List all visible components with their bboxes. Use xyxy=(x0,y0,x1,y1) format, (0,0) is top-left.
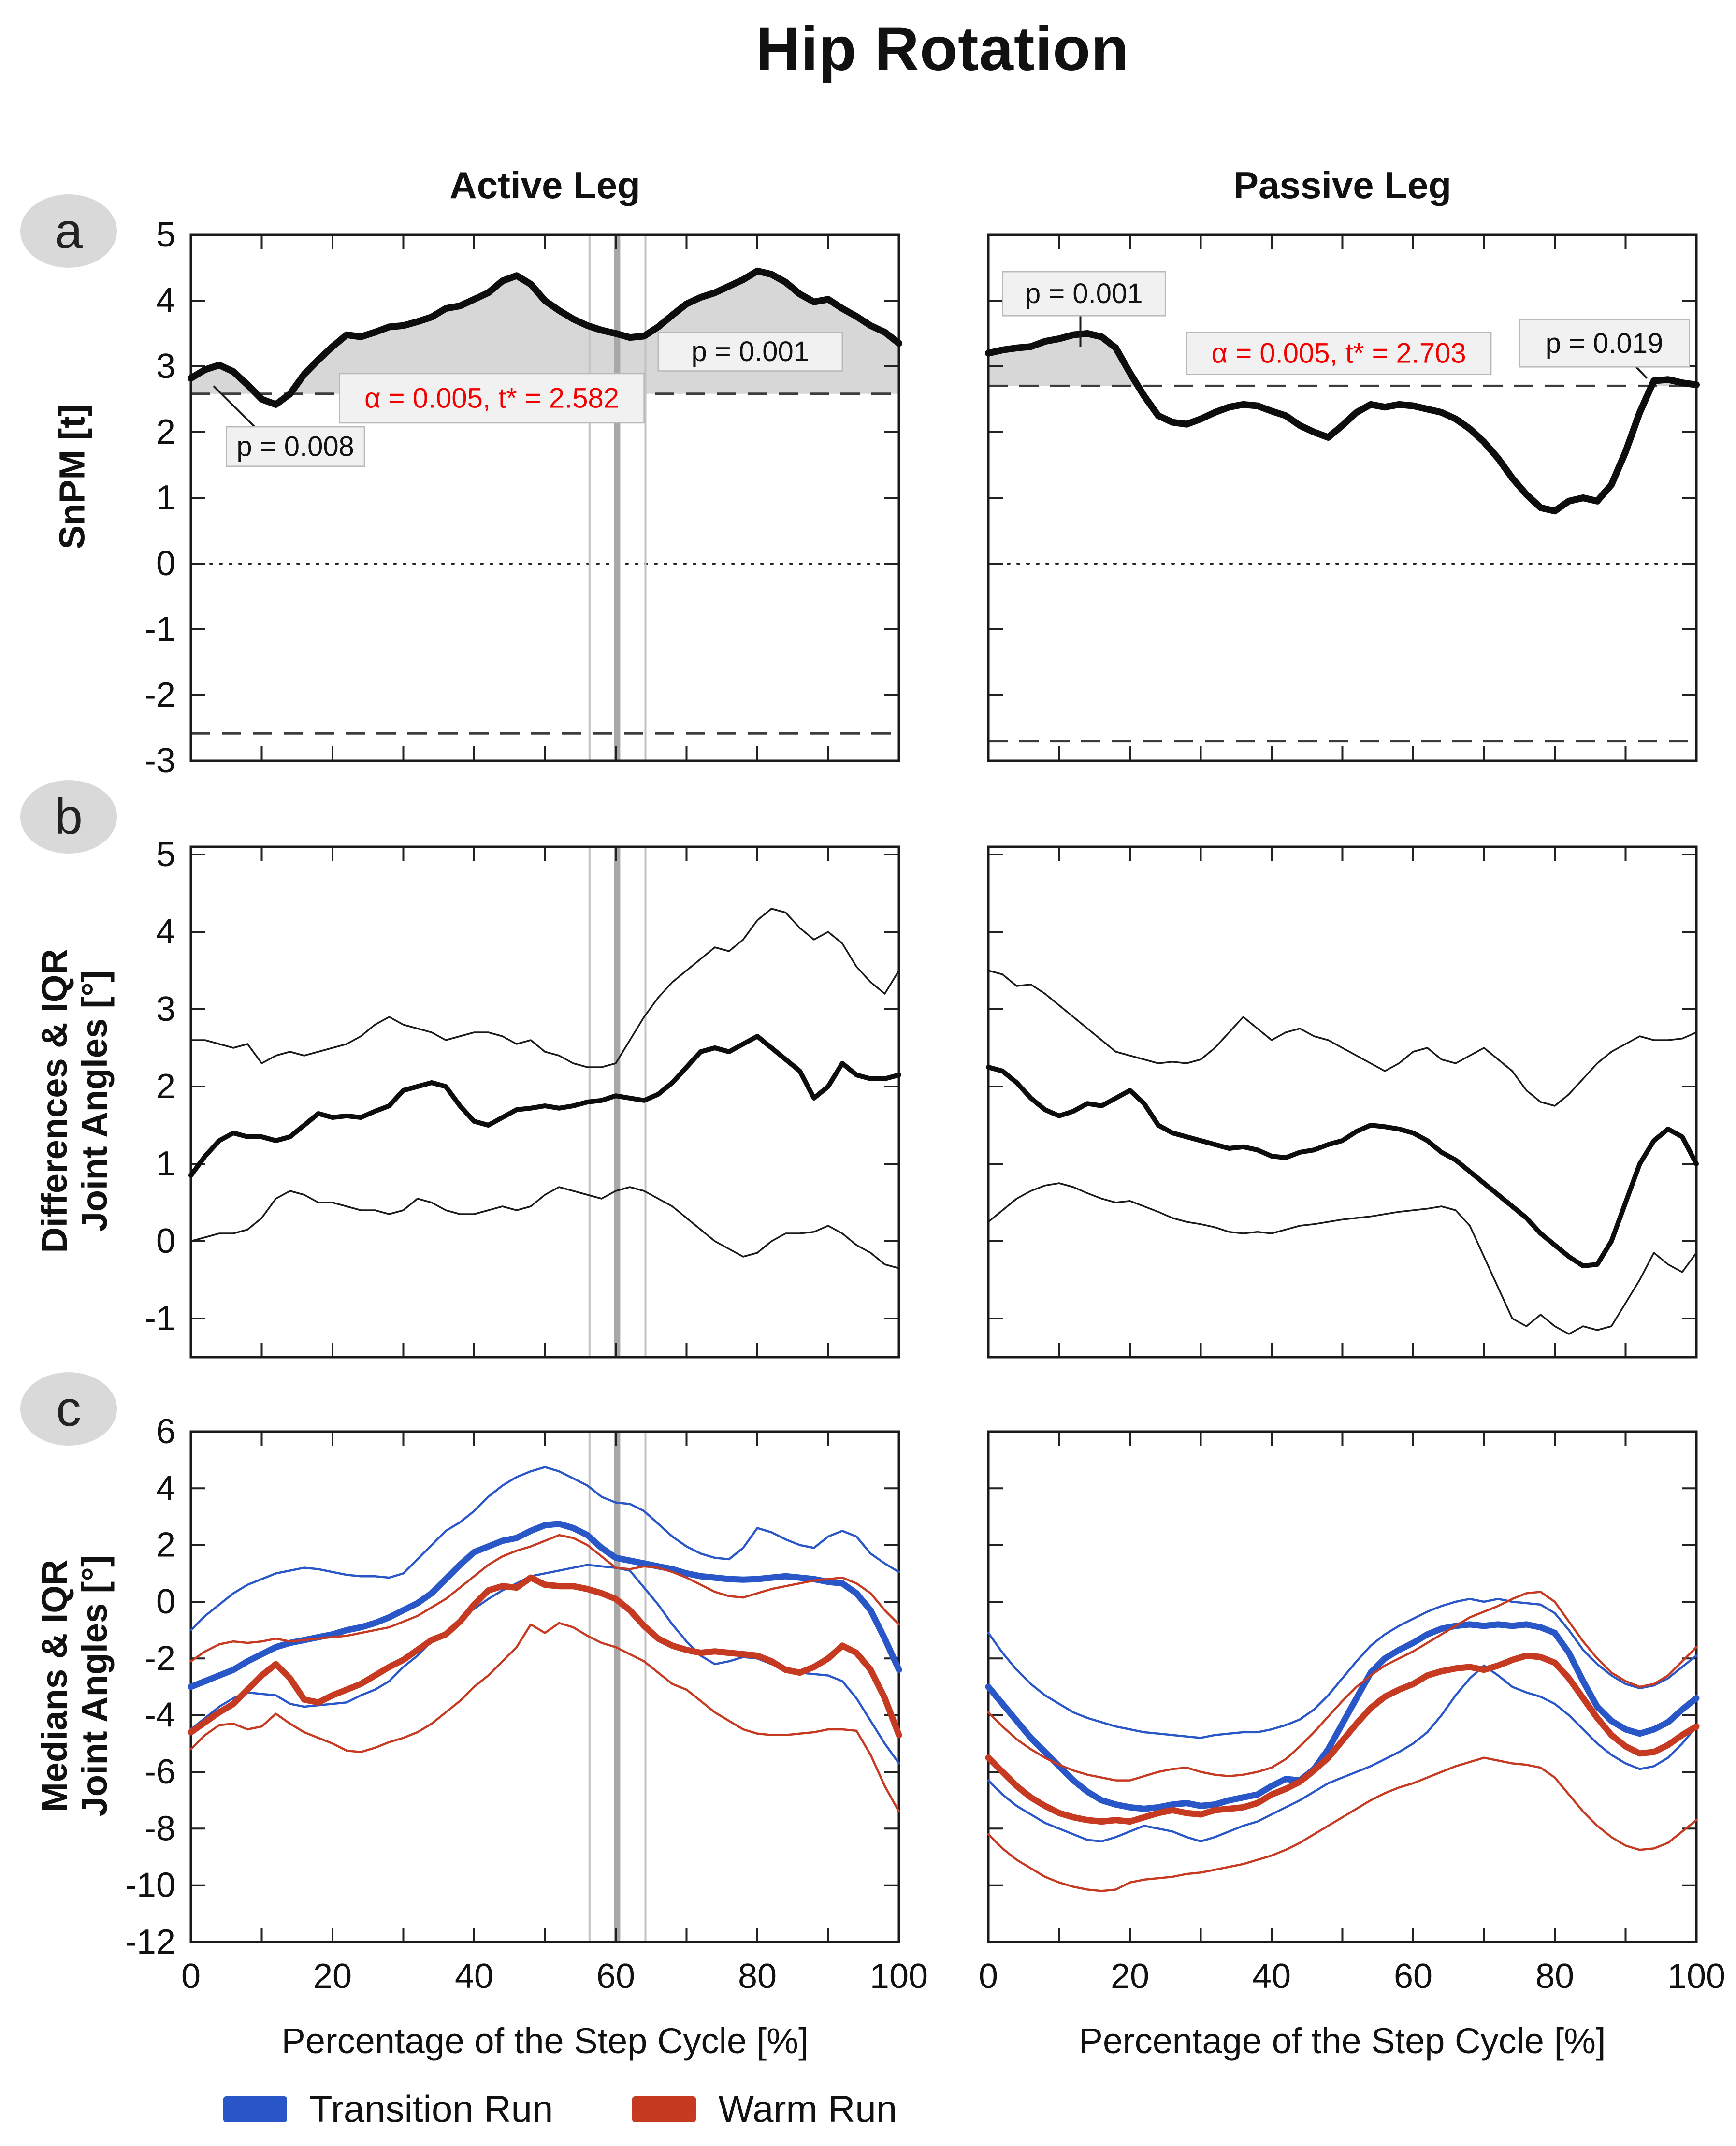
svg-text:0: 0 xyxy=(979,1957,998,1996)
legend-item-warm-run: Warm Run xyxy=(632,2087,897,2131)
y-axis-label-differences-line1: Differences & IQR xyxy=(34,949,75,1253)
legend: Transition Run Warm Run xyxy=(223,2087,897,2131)
svg-text:-1: -1 xyxy=(145,1299,175,1338)
svg-text:p = 0.019: p = 0.019 xyxy=(1546,328,1664,359)
svg-text:0: 0 xyxy=(156,1582,175,1621)
panel-differences-active: 5 4 3 2 1 0 -1 xyxy=(145,835,901,1359)
svg-text:-2: -2 xyxy=(145,676,175,714)
y-axis-label-differences: Differences & IQR Joint Angles [°] xyxy=(34,763,115,1439)
svg-text:p = 0.001: p = 0.001 xyxy=(1025,278,1143,309)
svg-text:-1: -1 xyxy=(145,610,175,649)
svg-text:6: 6 xyxy=(156,1412,175,1451)
y-axis-label-medians: Medians & IQR Joint Angles [°] xyxy=(34,1348,115,2024)
svg-text:5: 5 xyxy=(156,216,175,254)
svg-text:40: 40 xyxy=(1252,1957,1291,1996)
svg-text:α = 0.005, t* = 2.582: α = 0.005, t* = 2.582 xyxy=(364,383,619,414)
row-badge-b: b xyxy=(20,780,117,854)
svg-text:20: 20 xyxy=(1111,1957,1149,1996)
y-axis-label-snpm: SnPM [t] xyxy=(52,138,93,815)
svg-text:0: 0 xyxy=(156,544,175,583)
svg-text:-10: -10 xyxy=(125,1866,175,1905)
svg-text:-4: -4 xyxy=(145,1696,175,1735)
svg-text:0: 0 xyxy=(181,1957,201,1996)
svg-text:20: 20 xyxy=(313,1957,352,1996)
svg-text:2: 2 xyxy=(156,413,175,451)
row-badge-c: c xyxy=(20,1372,117,1446)
snpm-passive-chart: p = 0.001 α = 0.005, t* = 2.703 p = 0.019 xyxy=(985,233,1700,762)
differences-passive-chart xyxy=(986,845,1699,1359)
figure-title: Hip Rotation xyxy=(755,14,1129,84)
panel-medians-passive: 0 20 40 60 80 100 xyxy=(979,1430,1725,1996)
row-badge-c-label: c xyxy=(56,1380,81,1437)
svg-text:5: 5 xyxy=(156,835,175,874)
panel-snpm-passive: p = 0.001 α = 0.005, t* = 2.703 p = 0.019 xyxy=(985,233,1700,762)
column-header-active-leg: Active Leg xyxy=(449,164,640,206)
svg-text:4: 4 xyxy=(156,281,175,320)
svg-text:60: 60 xyxy=(596,1957,635,1996)
svg-text:80: 80 xyxy=(1535,1957,1574,1996)
row-badge-a-label: a xyxy=(55,203,83,259)
column-header-passive-leg: Passive Leg xyxy=(1233,164,1451,206)
x-axis-label-active: Percentage of the Step Cycle [%] xyxy=(281,2021,809,2061)
svg-text:4: 4 xyxy=(156,913,175,951)
svg-text:-12: -12 xyxy=(125,1923,175,1961)
medians-passive-chart: 0 20 40 60 80 100 xyxy=(979,1430,1725,1996)
svg-text:1: 1 xyxy=(156,1145,175,1183)
svg-text:α = 0.005, t* = 2.703: α = 0.005, t* = 2.703 xyxy=(1212,337,1466,369)
svg-text:4: 4 xyxy=(156,1469,175,1508)
svg-text:1: 1 xyxy=(156,478,175,517)
svg-text:2: 2 xyxy=(156,1067,175,1106)
svg-text:-8: -8 xyxy=(145,1809,175,1848)
svg-text:p = 0.008: p = 0.008 xyxy=(236,431,354,462)
row-badge-b-label: b xyxy=(55,788,83,845)
transition-run-swatch-icon xyxy=(223,2096,287,2122)
y-axis-label-medians-line2: Joint Angles [°] xyxy=(74,1555,115,1817)
svg-text:3: 3 xyxy=(156,990,175,1029)
svg-text:p = 0.001: p = 0.001 xyxy=(692,336,810,367)
svg-text:-3: -3 xyxy=(145,741,175,780)
svg-text:2: 2 xyxy=(156,1526,175,1565)
svg-text:60: 60 xyxy=(1394,1957,1432,1996)
warm-run-swatch-icon xyxy=(632,2096,696,2122)
y-axis-label-differences-line2: Joint Angles [°] xyxy=(74,970,115,1232)
panel-medians-active: 6 4 2 0 -2 -4 -6 -8 -10 -12 0 20 40 60 80 100 xyxy=(125,1412,928,1996)
svg-text:80: 80 xyxy=(738,1957,777,1996)
panel-differences-passive xyxy=(986,845,1699,1359)
differences-active-chart: 5 4 3 2 1 0 -1 xyxy=(145,835,901,1359)
row-badge-a: a xyxy=(20,194,117,268)
y-axis-label-snpm-text: SnPM [t] xyxy=(52,404,92,550)
svg-text:40: 40 xyxy=(455,1957,493,1996)
svg-text:100: 100 xyxy=(1667,1957,1725,1996)
svg-text:0: 0 xyxy=(156,1222,175,1261)
legend-label-warm-run: Warm Run xyxy=(718,2088,897,2130)
panel-snpm-active: p = 0.008 α = 0.005, t* = 2.582 p = 0.001 5… xyxy=(145,216,902,780)
legend-item-transition-run: Transition Run xyxy=(223,2087,553,2131)
svg-text:3: 3 xyxy=(156,347,175,386)
svg-text:-2: -2 xyxy=(145,1639,175,1678)
x-axis-label-passive: Percentage of the Step Cycle [%] xyxy=(1079,2021,1606,2061)
y-axis-label-medians-line1: Medians & IQR xyxy=(34,1559,75,1812)
legend-label-transition-run: Transition Run xyxy=(309,2088,553,2130)
svg-text:100: 100 xyxy=(870,1957,928,1996)
snpm-active-chart: p = 0.008 α = 0.005, t* = 2.582 p = 0.001 5… xyxy=(145,216,902,780)
svg-text:-6: -6 xyxy=(145,1753,175,1791)
